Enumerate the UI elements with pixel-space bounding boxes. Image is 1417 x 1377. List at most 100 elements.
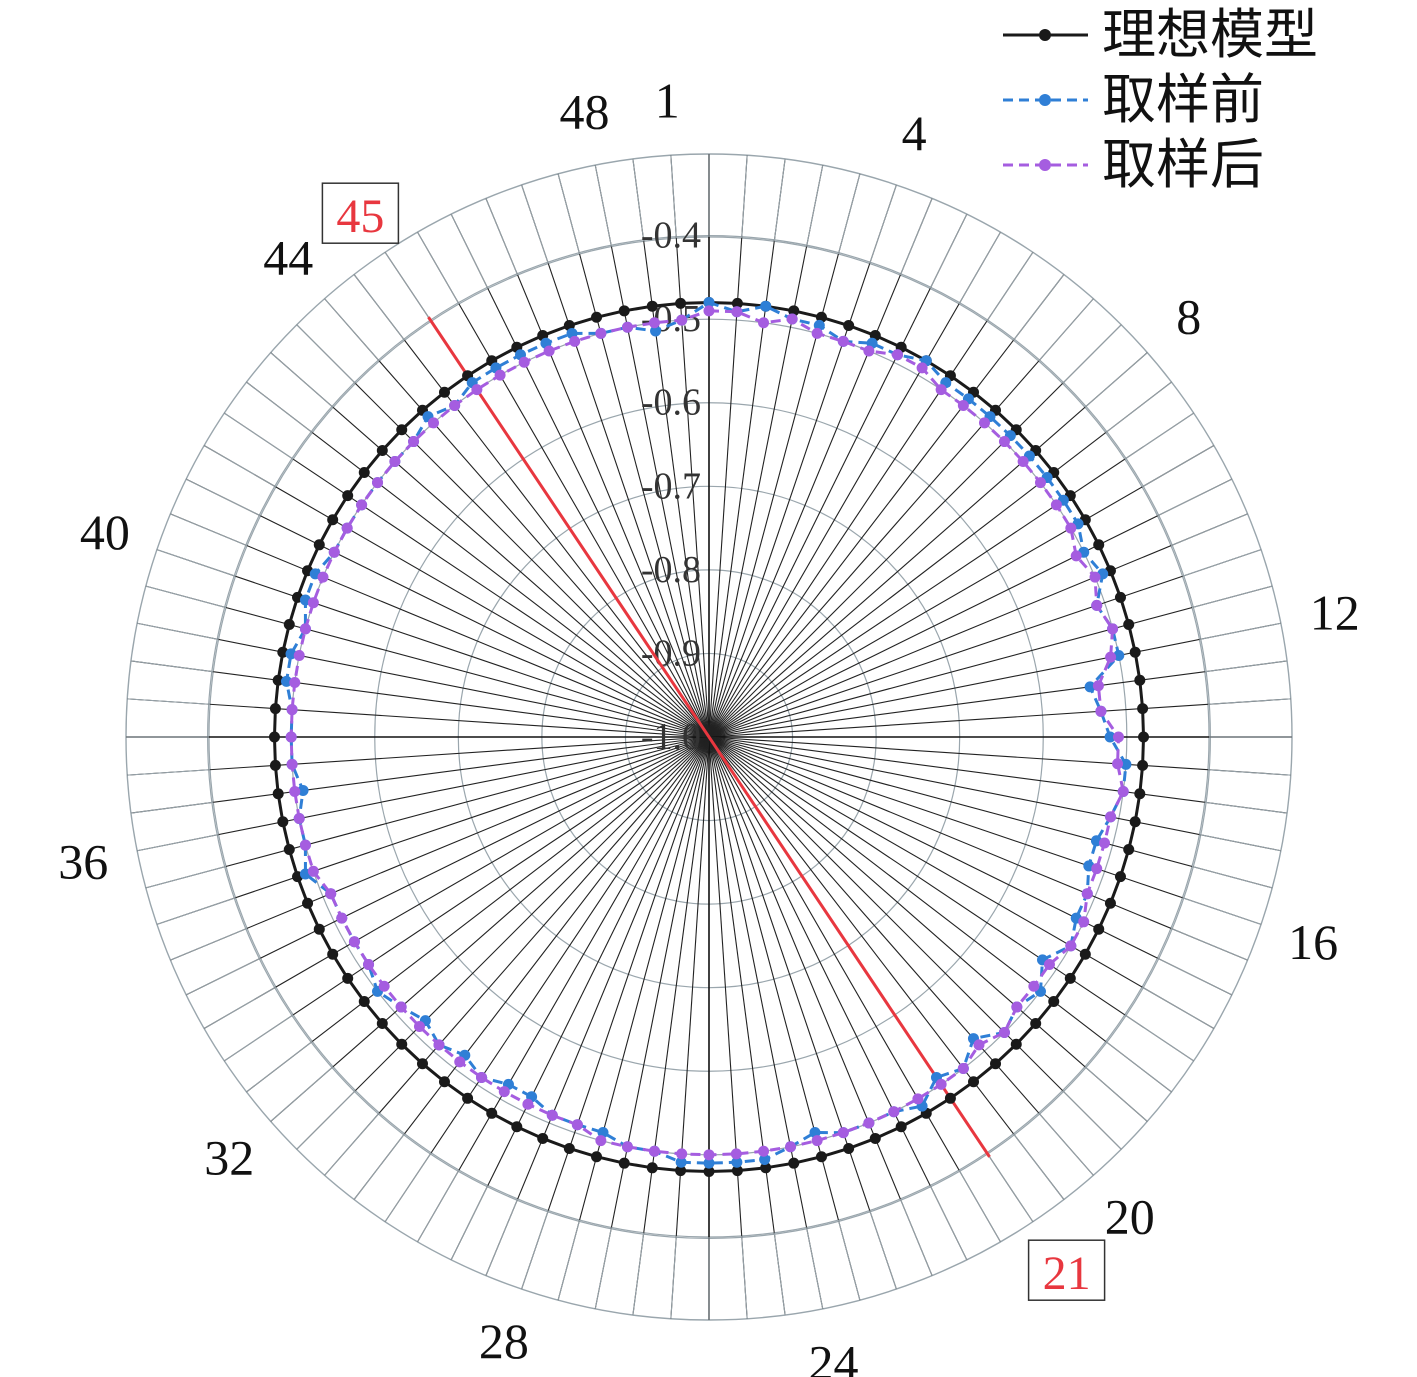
- series-point: [307, 865, 319, 877]
- series-point: [648, 1145, 660, 1157]
- ring-tick: [1141, 445, 1215, 488]
- radial-tick-label: -1.0: [641, 716, 701, 758]
- spoke-line: [417, 736, 710, 1243]
- spoke-line: [670, 155, 710, 738]
- series-point: [1129, 816, 1141, 828]
- series-point: [703, 1149, 715, 1161]
- series-point: [703, 305, 715, 317]
- series-point: [543, 345, 555, 357]
- series-point: [811, 327, 823, 339]
- spoke-line: [708, 698, 1291, 738]
- ring-tick: [773, 1232, 786, 1316]
- ring-tick: [246, 381, 313, 434]
- spoke-line: [708, 198, 933, 738]
- angular-label: 40: [80, 504, 130, 560]
- series-point: [811, 1135, 823, 1147]
- series-point: [416, 1058, 428, 1070]
- ring-tick: [632, 158, 645, 242]
- series-point: [395, 1001, 407, 1013]
- ring-tick: [670, 155, 677, 239]
- spoke-line: [557, 736, 710, 1301]
- spoke-line: [708, 736, 1195, 1062]
- series-point: [522, 1098, 534, 1110]
- series-point: [569, 335, 581, 347]
- spoke-line: [185, 478, 710, 738]
- spoke-line: [708, 736, 897, 1290]
- ring-tick: [450, 1185, 489, 1261]
- series-point: [293, 649, 305, 661]
- series-point: [843, 1142, 855, 1154]
- spoke-line: [708, 445, 1215, 738]
- series-point: [269, 703, 281, 715]
- spoke-line: [708, 165, 824, 738]
- ring-tick: [986, 251, 1034, 322]
- series-point: [1095, 705, 1107, 717]
- series-point: [537, 1132, 549, 1144]
- ring-tick: [1038, 298, 1094, 362]
- spoke-line: [708, 251, 1034, 738]
- series-point: [731, 297, 743, 309]
- series-point: [1123, 843, 1135, 855]
- ring-tick: [145, 865, 227, 889]
- ring-tick: [1170, 927, 1248, 961]
- series-point: [358, 996, 370, 1008]
- series-point: [891, 349, 903, 361]
- spoke-line: [708, 660, 1288, 738]
- legend-label: 取样后: [1102, 133, 1264, 196]
- series-point: [328, 546, 340, 558]
- spoke-line: [708, 412, 1195, 738]
- series-point: [286, 758, 298, 770]
- series-point: [1034, 477, 1046, 489]
- series-point: [563, 1142, 575, 1154]
- angular-label: 4: [902, 105, 927, 161]
- series-point: [730, 1148, 742, 1160]
- series-point: [299, 839, 311, 851]
- series-point: [454, 1056, 466, 1068]
- series-point: [1091, 863, 1103, 875]
- series-point: [815, 1151, 827, 1163]
- spoke-line: [708, 736, 786, 1316]
- ring-tick: [1182, 897, 1262, 925]
- series-point: [990, 1058, 1002, 1070]
- series-point: [317, 571, 329, 583]
- series-point: [341, 522, 353, 534]
- ring-tick: [485, 198, 519, 276]
- series-point: [703, 1157, 715, 1169]
- series-point: [837, 335, 849, 347]
- spoke-line: [223, 412, 710, 738]
- ring-tick: [741, 155, 748, 239]
- series-point: [1117, 786, 1129, 798]
- ring-tick: [1157, 478, 1233, 517]
- series-point: [462, 1092, 474, 1104]
- series-point: [289, 786, 301, 798]
- ring-tick: [899, 198, 933, 276]
- series-point: [1030, 1018, 1042, 1030]
- radial-tick-label: -0.7: [641, 465, 701, 507]
- spoke-line: [708, 736, 1262, 925]
- spoke-line: [353, 274, 710, 738]
- ring-tick: [1105, 381, 1172, 434]
- series-point: [758, 317, 770, 329]
- legend-marker: [1039, 159, 1051, 171]
- series-point: [676, 314, 688, 326]
- series-point: [1092, 680, 1104, 692]
- ring-tick: [170, 927, 248, 961]
- spoke-line: [130, 660, 710, 738]
- ring-tick: [869, 1210, 897, 1290]
- angular-label: 12: [1310, 585, 1360, 641]
- ring-tick: [594, 1227, 612, 1309]
- ring-tick: [353, 1133, 406, 1200]
- spoke-line: [185, 736, 710, 996]
- angular-label: 24: [809, 1335, 859, 1377]
- ring-tick: [270, 352, 334, 408]
- spoke-line: [223, 736, 710, 1062]
- spoke-line: [485, 198, 710, 738]
- series-point: [1078, 916, 1090, 928]
- series-point: [591, 311, 603, 323]
- series-point: [1134, 674, 1146, 686]
- series-point: [302, 897, 314, 909]
- series-point: [731, 1156, 743, 1168]
- spoke-line: [296, 324, 710, 738]
- series-point: [618, 1157, 630, 1169]
